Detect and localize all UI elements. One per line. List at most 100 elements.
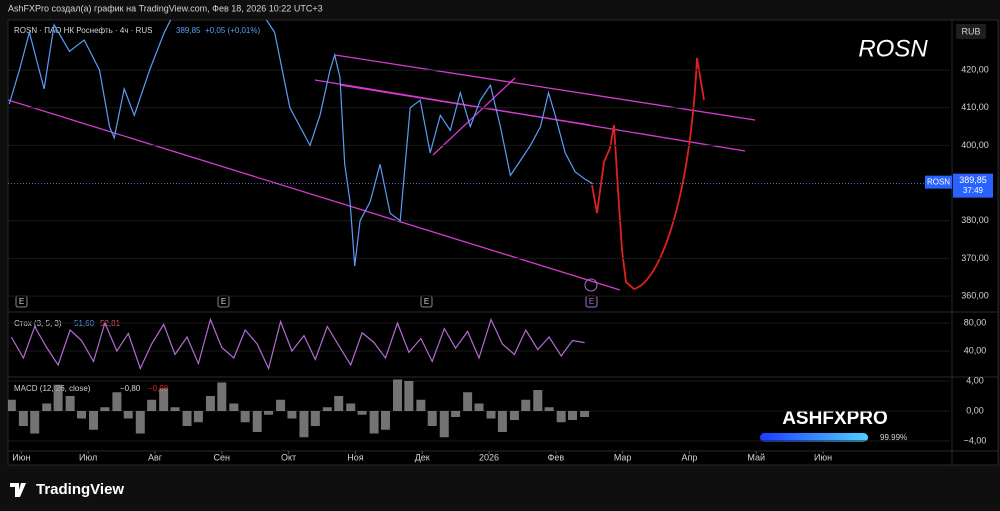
histogram-bar [65,396,75,411]
y-tick-label: 370,00 [961,253,989,263]
histogram-bar [497,411,507,432]
price-label-timer: 37:49 [963,186,984,195]
brand-bar [760,433,868,442]
histogram-bar [159,388,169,411]
histogram-bar [474,403,484,411]
histogram-bar [404,381,414,411]
histogram-bar [369,411,379,434]
indicator-reading: 52,81 [100,319,121,328]
histogram-bar [89,411,99,430]
histogram-bar [205,396,215,411]
histogram-bar [229,403,239,411]
histogram-bar [509,411,519,420]
y-tick-label: 420,00 [961,64,989,74]
legend-symbol: ROSN · ПАО НК Роснефть · 4ч · RUS [14,26,153,35]
legend-change: +0,05 (+0,01%) [205,26,260,35]
histogram-bar [310,411,320,426]
price-label-box [925,175,952,189]
currency: RUB [961,26,980,36]
histogram-bar [439,411,449,438]
y-tick-label: 360,00 [961,290,989,300]
histogram-bar [427,411,437,426]
histogram-bar [556,411,566,423]
y-tick-label: −4,00 [964,435,987,445]
histogram-bar [135,411,145,434]
histogram-bar [533,390,543,411]
header: AshFXPro создал(а) график на TradingView… [8,3,323,13]
histogram-bar [287,411,297,419]
histogram-bar [521,399,531,411]
y-tick-label: 80,00 [964,317,987,327]
histogram-bar [123,411,133,419]
price-label-symbol: ROSN [927,177,950,186]
x-tick-label: Май [747,452,765,462]
histogram-bar [276,399,286,411]
histogram-bar [544,407,554,411]
watermark: ROSN [858,35,928,62]
series-line [8,20,593,266]
histogram-bar [463,392,473,411]
x-tick-label: Фев [548,452,565,462]
brand-percent: 99.99% [880,433,907,442]
y-tick-label: 400,00 [961,140,989,150]
legend-price: 389,85 [176,26,201,35]
histogram-bar [100,407,110,411]
event-marker: E [19,297,24,306]
histogram-bar [8,399,16,411]
event-marker: E [221,297,226,306]
histogram-bar [42,403,52,411]
series-line [10,317,585,371]
histogram-bar [53,384,63,411]
x-tick-label: Окт [281,452,296,462]
histogram-bar [580,411,590,417]
x-tick-label: Ноя [347,452,364,462]
y-tick-label: 4,00 [966,375,984,385]
brand-logo: ASHFXPRO [782,408,888,429]
histogram-bar [193,411,203,423]
y-tick-label: 380,00 [961,215,989,225]
histogram-bar [357,411,367,415]
histogram-bar [416,399,426,411]
pane-plot [10,317,585,371]
x-tick-label: Авг [148,452,163,462]
x-tick-label: Сен [214,452,231,462]
projection-drawing [591,57,705,290]
event-marker: E [424,297,429,306]
histogram-bar [217,382,227,411]
histogram-bar [346,403,356,411]
x-tick-label: Апр [682,452,698,462]
x-tick-label: Июн [12,452,30,462]
histogram-bar [486,411,496,419]
x-tick-label: Мар [614,452,632,462]
y-tick-label: 0,00 [966,405,984,415]
x-tick-label: Дек [415,452,430,462]
histogram-bar [380,411,390,430]
histogram-bar [170,407,180,411]
x-tick-label: Июн [814,452,832,462]
histogram-bar [182,411,192,426]
event-marker: E [589,297,594,306]
x-tick-label: Июл [79,452,97,462]
histogram-bar [568,411,578,420]
x-tick-label: 2026 [479,452,499,462]
histogram-bar [334,396,344,411]
pane-plot [8,379,590,438]
histogram-bar [264,411,274,415]
y-tick-label: 410,00 [961,102,989,112]
indicator-reading: 51,60 [74,319,95,328]
pane-plot [8,20,593,266]
histogram-bar [76,411,86,419]
histogram-bar [392,379,402,411]
currency-box [956,24,986,39]
indicator-reading: −0,98 [148,384,169,393]
y-tick-label: 40,00 [964,345,987,355]
histogram-bar [30,411,40,434]
histogram-bar [112,392,122,411]
histogram-bar [240,411,250,423]
indicator-reading: −0,80 [120,384,141,393]
price-label-box [953,173,993,198]
histogram-bar [252,411,262,432]
indicator-label: MACD (12, 26, close) [14,384,91,393]
histogram-bar [322,407,332,411]
